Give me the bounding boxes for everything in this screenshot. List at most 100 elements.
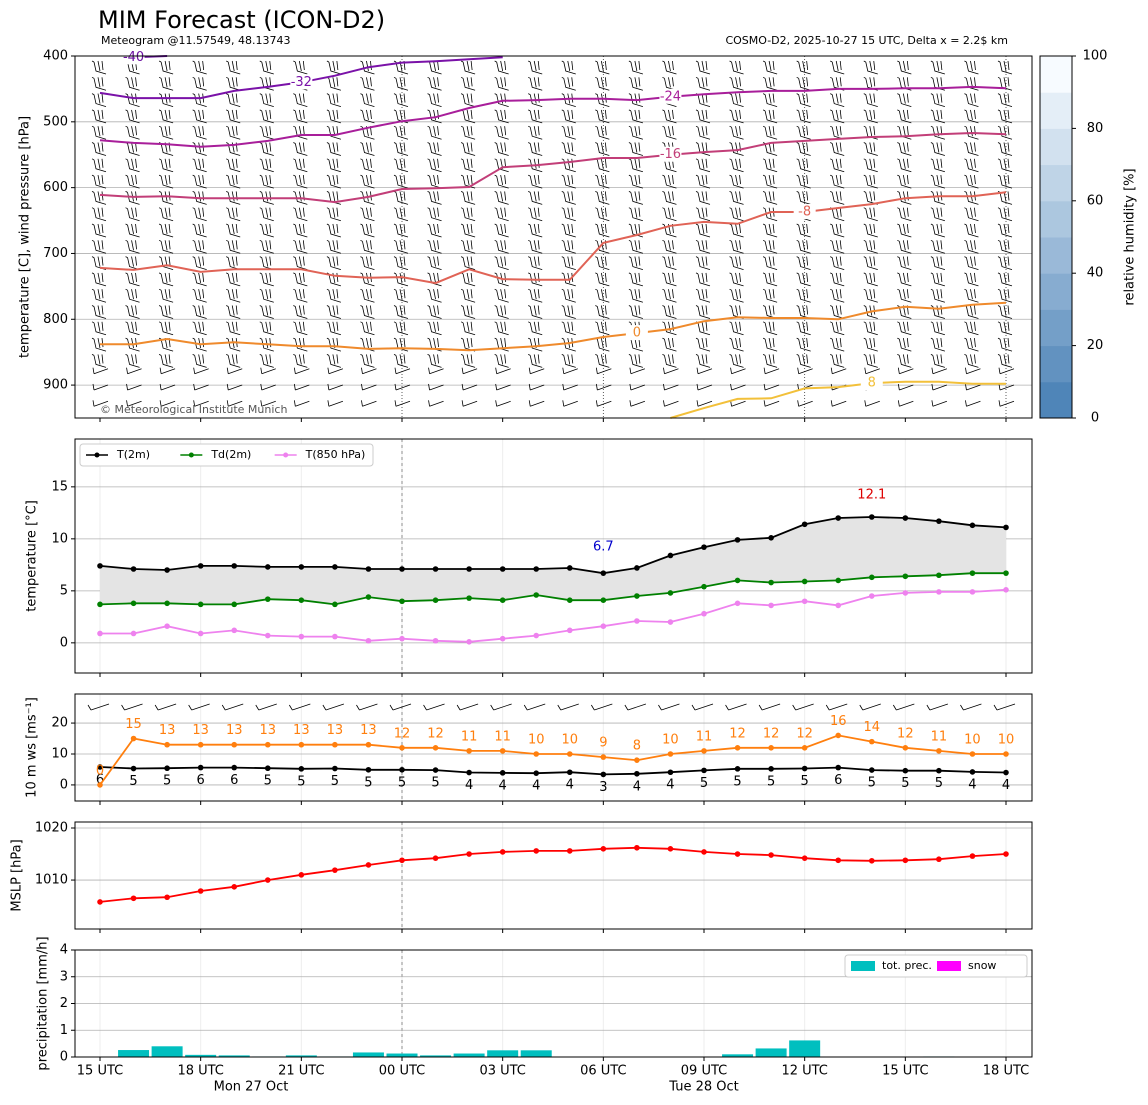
wind-barb [192,337,207,352]
wind-barb [260,383,276,391]
wind-barb [663,400,679,407]
point [667,751,674,757]
point [566,627,573,634]
wind-barb [192,207,207,222]
wind-barb [188,703,210,711]
value-label: 13 [226,723,243,738]
bar [722,1054,754,1057]
wind-barb [91,158,107,173]
wind-barb [326,158,342,173]
wind-barb [830,354,845,368]
wind-barb [595,125,610,140]
wind-barb [729,60,744,75]
wind-barb [293,223,308,238]
point [197,563,204,569]
copyright: © Meteorological Institute Munich [100,403,287,416]
point [701,544,707,550]
wind-barb [326,207,342,222]
point [332,765,338,772]
wind-barb [154,703,177,711]
wind-barb [897,174,912,189]
wind-barb [830,321,845,336]
wind-barb [528,256,543,270]
wind-barb [192,125,207,140]
wind-barb [729,288,744,303]
wind-barb [863,256,878,270]
wind-barb [293,288,308,303]
wind-barb [897,191,912,205]
wind-barb [91,76,107,91]
wind-barb [192,272,207,287]
point [130,630,137,637]
point [566,848,573,854]
wind-barb [255,703,277,711]
wind-barb [628,174,644,189]
wind-barb [125,125,140,140]
wind-barb [360,288,375,303]
wind-barb [326,272,342,287]
wind-barb [494,321,509,336]
wind-barb [729,256,744,270]
wind-barb [125,174,140,189]
wind-barb [964,305,979,319]
colorbar-label: relative humidity [%] [1123,168,1138,305]
wind-barb [393,305,409,319]
wind-barb [360,223,375,238]
wind-barb [863,207,878,222]
wind-barb [796,109,811,124]
wind-barb [763,383,780,391]
series-line [99,734,1006,786]
wind-barb [389,703,412,711]
wind-barb [964,272,979,287]
wind-barb [259,93,274,107]
wind-barb [930,76,946,91]
wind-barb [427,191,442,205]
wind-barb [762,191,778,205]
wind-barb [360,93,375,107]
wind-barb [360,125,375,140]
wind-barb [628,207,644,222]
wind-barb [259,321,274,336]
wind-barb [695,158,711,173]
wind-barb [393,158,409,173]
isotherm-label-bg [659,88,682,104]
wind-barb [561,288,576,303]
x-tick-label: 18 UTC [983,1064,1029,1079]
wind-barb [595,383,612,391]
wind-barb [763,400,780,407]
wind-barb [557,703,579,711]
plot-frame [74,821,1033,930]
wind-barb [259,337,274,352]
wind-barb [125,93,140,107]
plot-frame [74,438,1033,674]
point [365,741,372,748]
wind-barb [528,354,543,368]
wind-barb [460,256,476,270]
wind-barb [158,321,174,336]
point [298,633,305,640]
wind-barb [595,93,610,107]
wind-barb [796,239,811,254]
y-tick-label: 2 [60,996,68,1011]
point [399,598,405,605]
wind-barb [729,272,744,287]
wind-barb [762,354,778,368]
wind-barb [897,239,912,254]
point [801,745,808,751]
series-line [99,572,1006,606]
wind-barb [192,305,207,319]
wind-barb [897,60,912,75]
value-label: 3 [599,780,607,795]
value-label: 13 [293,723,310,738]
wind-barb [460,305,476,319]
wind-barb [561,125,576,140]
value-label: 12 [427,726,444,741]
point [667,590,674,596]
wind-barb [293,109,308,124]
wind-barb [327,383,344,391]
wind-barb [293,321,308,336]
wind-barb [628,109,644,124]
value-label: 5 [767,774,775,789]
wind-barb [662,288,677,303]
wind-barb [158,109,174,124]
